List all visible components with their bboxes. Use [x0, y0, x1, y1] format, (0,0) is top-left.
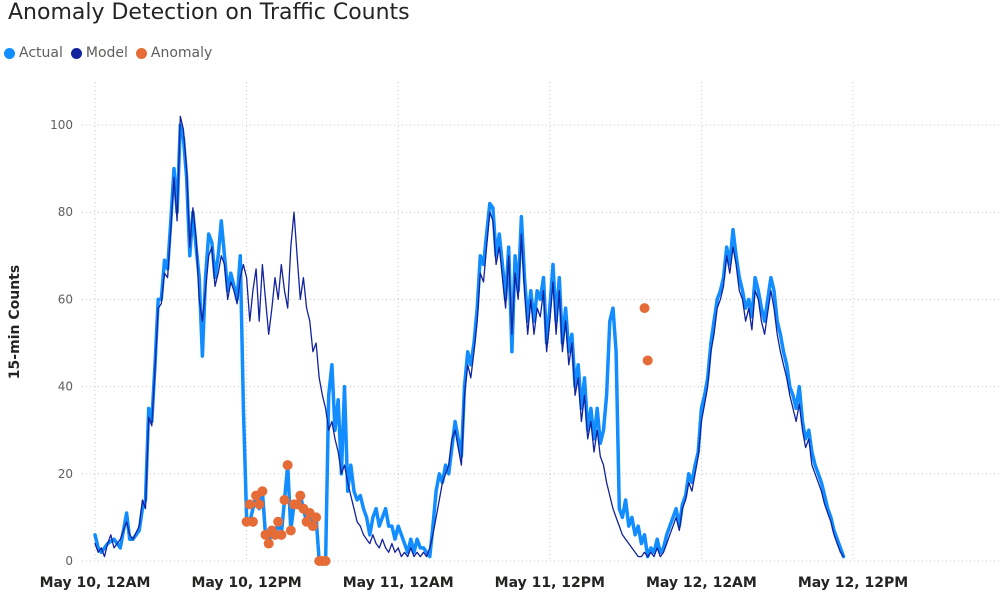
anomaly-point[interactable]	[263, 538, 274, 549]
anomaly-point[interactable]	[282, 460, 293, 471]
chart-title: Anomaly Detection on Traffic Counts	[8, 0, 410, 25]
x-axis-ticks: May 10, 12AM May 10, 12PM May 11, 12AM May …	[40, 575, 909, 591]
anomaly-point[interactable]	[285, 525, 296, 536]
anomaly-point[interactable]	[311, 512, 322, 523]
series-layer[interactable]	[93, 115, 846, 563]
y-tick-label: 80	[58, 205, 73, 219]
x-tick-label: May 11, 12PM	[495, 575, 605, 591]
anomaly-point[interactable]	[273, 516, 284, 527]
legend-label-actual: Actual	[19, 45, 63, 61]
y-tick-label: 100	[50, 118, 73, 132]
legend[interactable]: Actual Model Anomaly	[4, 44, 220, 62]
anomaly-point[interactable]	[247, 516, 258, 527]
series-line-actual[interactable]	[93, 123, 846, 563]
legend-label-model: Model	[85, 45, 128, 61]
anomaly-point[interactable]	[642, 355, 653, 366]
x-tick-label: May 12, 12AM	[646, 575, 757, 591]
anomaly-point[interactable]	[639, 303, 650, 314]
y-tick-label: 0	[65, 554, 73, 568]
legend-swatch-actual	[4, 47, 15, 59]
x-tick-label: May 10, 12PM	[191, 575, 301, 591]
x-tick-label: May 12, 12PM	[798, 575, 908, 591]
legend-swatch-model	[70, 47, 82, 59]
legend-item-actual[interactable]: Actual	[4, 45, 63, 61]
series-line-model[interactable]	[94, 115, 845, 558]
y-tick-label: 60	[58, 292, 73, 306]
legend-label-anomaly: Anomaly	[150, 45, 213, 61]
anomaly-points[interactable]	[241, 303, 653, 566]
anomaly-point[interactable]	[295, 490, 306, 501]
anomaly-point[interactable]	[320, 556, 331, 566]
anomaly-point[interactable]	[307, 521, 318, 532]
y-axis-label: 15-min Counts	[7, 265, 23, 379]
legend-item-model[interactable]: Model	[70, 45, 128, 61]
y-axis-ticks: 0 20 40 60 80 100	[50, 118, 73, 568]
legend-swatch-anomaly	[135, 47, 147, 59]
anomaly-point[interactable]	[254, 499, 265, 510]
y-tick-label: 40	[58, 380, 73, 394]
legend-item-anomaly[interactable]: Anomaly	[135, 45, 213, 61]
anomaly-point[interactable]	[257, 486, 268, 497]
anomaly-point[interactable]	[276, 529, 287, 540]
gridlines	[82, 82, 1000, 562]
anomaly-point[interactable]	[279, 494, 290, 505]
x-tick-label: May 10, 12AM	[40, 575, 151, 591]
anomaly-point[interactable]	[244, 499, 255, 510]
x-tick-label: May 11, 12AM	[343, 575, 454, 591]
y-tick-label: 20	[58, 467, 73, 481]
